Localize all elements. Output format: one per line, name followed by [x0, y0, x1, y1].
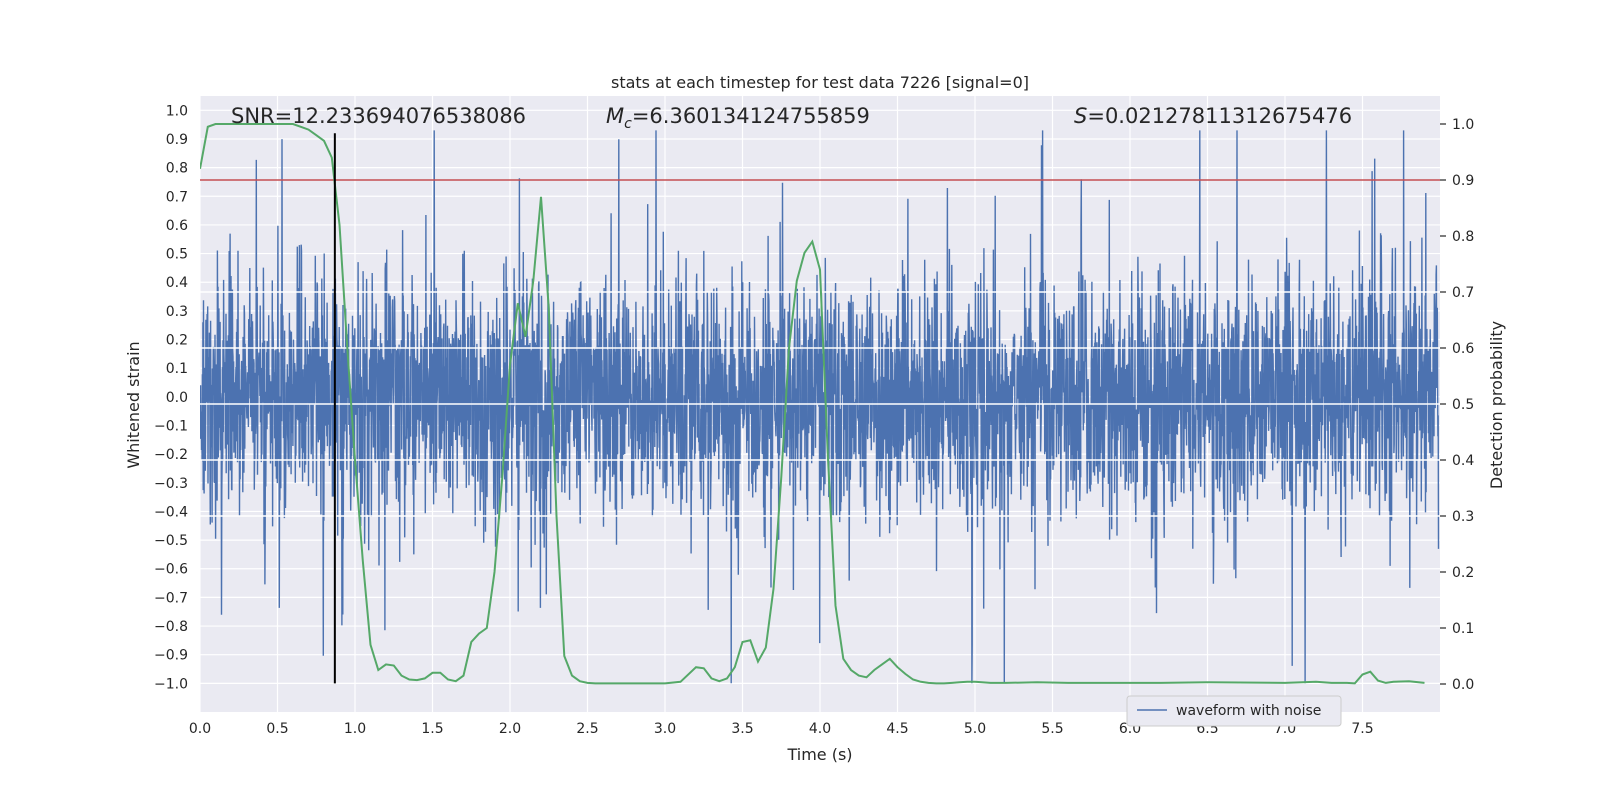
- chirp-mass-value: =6.360134124755859: [632, 104, 870, 128]
- y-tick-label: 0.2: [166, 333, 188, 349]
- y-tick-label: −0.7: [154, 590, 188, 606]
- y-tick-label: 0.9: [166, 132, 188, 148]
- y2-tick-label: 0.0: [1452, 677, 1474, 693]
- legend-box: [1126, 695, 1342, 727]
- y2-tick-label: 0.8: [1452, 229, 1474, 245]
- snr-annotation: SNR=12.233694076538086: [231, 104, 526, 128]
- x-tick-label: 5.0: [964, 721, 986, 737]
- x-tick-label: 1.0: [344, 721, 366, 737]
- y2-tick-label: 1.0: [1452, 117, 1474, 133]
- y-tick-label: 0.6: [166, 218, 188, 234]
- chart-title: stats at each timestep for test data 722…: [611, 73, 1029, 92]
- y-tick-label: −0.1: [154, 418, 188, 434]
- x-tick-label: 2.5: [576, 721, 598, 737]
- x-tick-label: 2.0: [499, 721, 521, 737]
- x-tick-label: 4.0: [809, 721, 831, 737]
- x-tick-label: 5.5: [1041, 721, 1063, 737]
- x-tick-label: 1.5: [421, 721, 443, 737]
- waveform-series-line: [200, 130, 1440, 684]
- chirp-mass-symbol: M: [606, 104, 624, 128]
- y-tick-label: −0.5: [154, 533, 188, 549]
- x-axis-label: Time (s): [786, 745, 852, 764]
- y2-ticks: 0.0 0.1 0.2 0.3 0.4 0.5 0.6 0.7 0.8 0.9 1.0: [1440, 117, 1474, 693]
- detection-probability-line: [200, 123, 1425, 685]
- x-ticks: 0.0 0.5 1.0 1.5 2.0 2.5 3.0 3.5 4.0 4.5 5.0 5.5 6.0 6…: [189, 721, 1374, 737]
- legend: waveform with noise: [1126, 695, 1342, 727]
- y2-axis-label: Detection probability: [1487, 321, 1506, 489]
- x-tick-label: 3.0: [654, 721, 676, 737]
- y-tick-label: 0.0: [166, 390, 188, 406]
- y-tick-label: −0.6: [154, 562, 188, 578]
- y-tick-label: −0.9: [154, 648, 188, 664]
- y-tick-label: 1.0: [166, 103, 188, 119]
- y-tick-label: 0.7: [166, 189, 188, 205]
- x-tick-label: 4.5: [886, 721, 908, 737]
- chirp-mass-subscript: c: [624, 116, 632, 132]
- y2-tick-label: 0.5: [1452, 397, 1474, 413]
- y-tick-label: −1.0: [154, 676, 188, 692]
- y-tick-label: 0.3: [166, 304, 188, 320]
- x-tick-label: 7.5: [1351, 721, 1373, 737]
- y-axis-label: Whitened strain: [124, 341, 143, 468]
- y-ticks: −1.0 −0.9 −0.8 −0.7 −0.6 −0.5 −0.4 −0.3 −0.2 −0.1…: [154, 103, 188, 692]
- y-tick-label: −0.4: [154, 504, 188, 520]
- x-tick-label: 0.5: [266, 721, 288, 737]
- y2-tick-label: 0.2: [1452, 565, 1474, 581]
- y-tick-label: −0.3: [154, 476, 188, 492]
- y2-tick-label: 0.9: [1452, 173, 1474, 189]
- s-annotation: S=0.02127811312675476: [1074, 104, 1352, 128]
- y-tick-label: −0.8: [154, 619, 188, 635]
- y2-tick-label: 0.7: [1452, 285, 1474, 301]
- y-tick-label: 0.4: [166, 275, 188, 291]
- y2-tick-label: 0.4: [1452, 453, 1474, 469]
- y-tick-label: 0.5: [166, 247, 188, 263]
- y2-tick-label: 0.6: [1452, 341, 1474, 357]
- y-tick-label: −0.2: [154, 447, 188, 463]
- legend-label: waveform with noise: [1176, 703, 1321, 719]
- y-tick-label: 0.1: [166, 361, 188, 377]
- x-tick-label: 0.0: [189, 721, 211, 737]
- s-symbol: S: [1074, 104, 1087, 128]
- y2-tick-label: 0.1: [1452, 621, 1474, 637]
- chirp-mass-annotation: Mc=6.360134124755859: [606, 104, 870, 132]
- x-tick-label: 3.5: [731, 721, 753, 737]
- y2-tick-label: 0.3: [1452, 509, 1474, 525]
- s-value: =0.02127811312675476: [1087, 104, 1352, 128]
- y-tick-label: 0.8: [166, 161, 188, 177]
